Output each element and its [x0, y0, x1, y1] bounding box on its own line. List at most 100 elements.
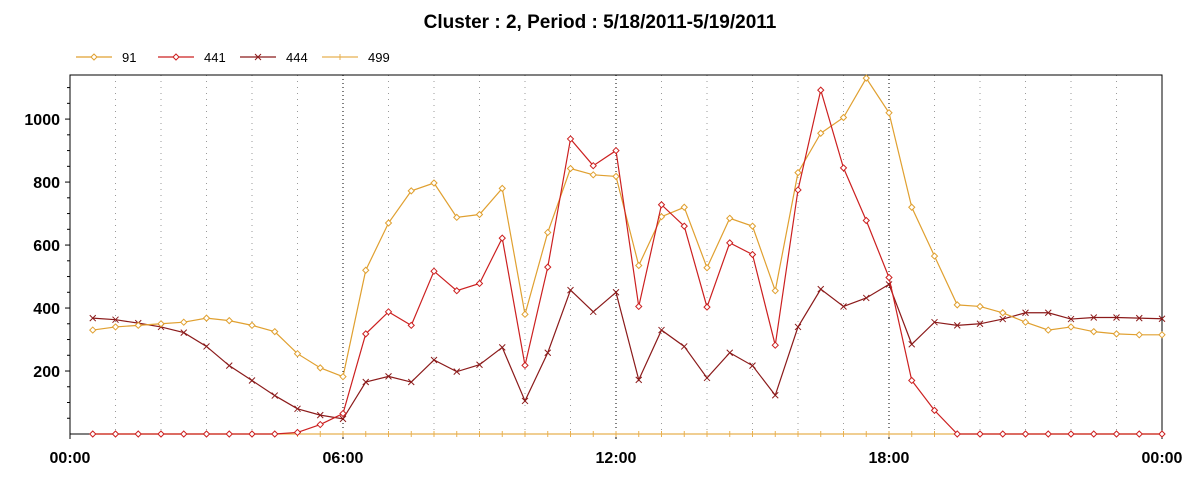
data-point	[271, 327, 279, 336]
data-point	[589, 161, 597, 170]
marker-stroke	[635, 376, 643, 384]
data-point	[157, 430, 165, 438]
data-point	[1021, 318, 1030, 326]
data-point	[385, 431, 392, 437]
marker-stroke	[794, 323, 802, 331]
data-point	[544, 228, 552, 237]
marker-stroke	[658, 326, 665, 334]
series-91	[89, 74, 1166, 381]
data-point	[293, 349, 302, 358]
data-point	[930, 252, 939, 260]
data-point	[407, 187, 415, 195]
marker-stroke	[862, 294, 870, 302]
data-point	[726, 214, 734, 222]
data-point	[180, 318, 188, 326]
data-point	[522, 431, 528, 437]
data-point	[202, 430, 211, 438]
data-point	[635, 302, 643, 311]
data-point	[180, 430, 188, 438]
data-point	[704, 431, 710, 437]
marker-stroke	[180, 329, 188, 336]
data-point	[908, 431, 915, 437]
data-point	[1067, 323, 1075, 331]
data-point	[795, 431, 801, 437]
data-point	[794, 186, 802, 194]
marker-stroke	[498, 344, 506, 351]
marker-stroke	[817, 285, 825, 293]
data-point	[89, 314, 97, 322]
data-point	[1135, 331, 1143, 339]
data-point	[1090, 314, 1098, 321]
data-point	[1112, 430, 1121, 438]
data-point	[976, 302, 984, 311]
data-point	[613, 431, 619, 437]
data-point	[658, 326, 665, 334]
data-point	[271, 392, 279, 399]
data-point	[407, 378, 415, 386]
data-point	[476, 361, 483, 369]
marker-stroke	[749, 362, 756, 370]
y-tick-label: 400	[33, 301, 60, 318]
data-point	[953, 322, 961, 329]
data-point	[431, 431, 437, 437]
data-point	[498, 234, 506, 242]
data-point	[111, 323, 120, 331]
data-point	[635, 376, 643, 384]
data-point	[430, 179, 438, 187]
marker-stroke	[407, 378, 415, 386]
data-point	[111, 430, 120, 438]
data-point	[772, 431, 779, 437]
data-point	[453, 213, 461, 222]
data-point	[430, 267, 438, 275]
legend-item: 91	[76, 50, 136, 65]
x-tick-label: 18:00	[869, 450, 910, 467]
data-point	[681, 431, 688, 437]
x-tick-label: 00:00	[1142, 450, 1183, 467]
series-line	[92, 283, 1163, 420]
data-point	[749, 431, 756, 437]
data-point	[771, 287, 779, 295]
data-point	[248, 430, 256, 438]
data-point	[863, 431, 870, 437]
marker-stroke	[203, 343, 210, 350]
data-point	[499, 431, 506, 437]
legend-item: 441	[158, 50, 226, 65]
data-point	[999, 309, 1007, 317]
data-point	[203, 343, 210, 350]
data-point	[134, 430, 142, 438]
data-point	[498, 344, 506, 351]
data-point	[498, 184, 506, 193]
data-point	[886, 431, 892, 437]
data-point	[544, 349, 552, 357]
data-point	[293, 428, 302, 437]
data-point	[385, 373, 392, 380]
marker-stroke	[294, 405, 301, 413]
data-point	[1090, 430, 1098, 438]
marker-stroke	[521, 397, 529, 405]
data-point	[316, 420, 324, 429]
data-point	[521, 310, 529, 319]
data-point	[1067, 315, 1075, 323]
data-point	[680, 203, 688, 211]
data-point	[589, 308, 597, 316]
y-tick-label: 600	[33, 238, 60, 255]
data-point	[339, 372, 347, 381]
data-point	[340, 431, 346, 437]
grid-layer	[115, 75, 1117, 434]
data-point	[225, 362, 233, 370]
data-point	[885, 273, 893, 282]
x-tick-label: 06:00	[323, 450, 364, 467]
data-point	[931, 431, 938, 437]
data-point	[430, 356, 438, 364]
data-point	[680, 222, 688, 230]
data-point	[999, 430, 1007, 438]
data-point	[225, 430, 233, 438]
data-point	[339, 409, 347, 418]
marker-stroke	[680, 343, 688, 350]
data-point	[840, 303, 847, 310]
data-point	[1158, 315, 1166, 323]
marker-stroke	[89, 314, 97, 322]
data-point	[657, 201, 666, 209]
series-441	[89, 86, 1166, 438]
